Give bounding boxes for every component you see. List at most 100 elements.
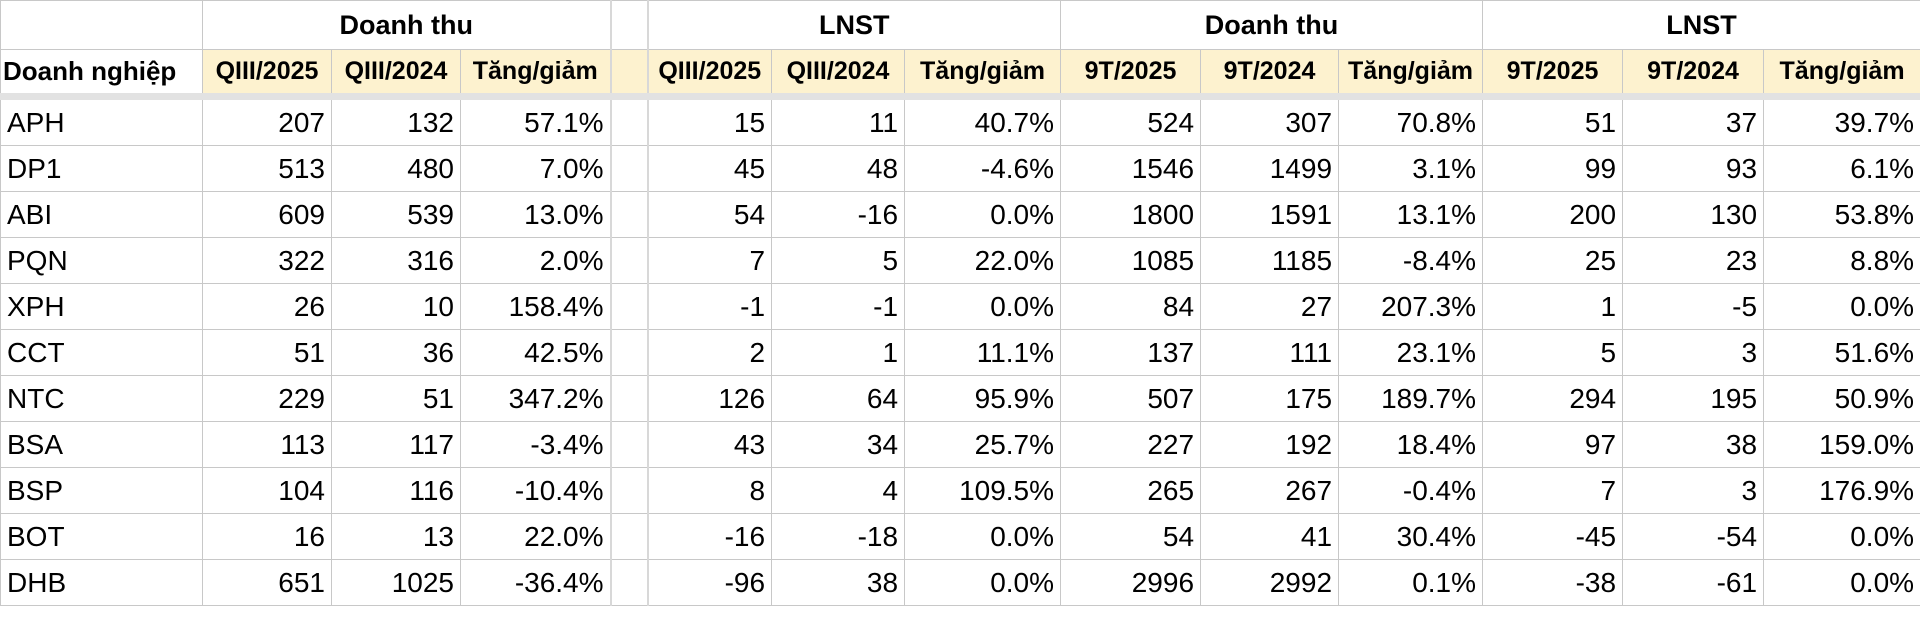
value-cell: 38 — [771, 559, 906, 606]
group-header: Doanh thu — [1060, 0, 1484, 50]
company-cell: XPH — [0, 283, 203, 330]
value-cell: -8.4% — [1338, 237, 1484, 284]
value-cell: 57.1% — [459, 93, 612, 146]
value-cell: 93 — [1622, 145, 1765, 192]
value-cell: 0.0% — [904, 191, 1062, 238]
gap-cell — [609, 191, 649, 238]
gap-cell — [609, 283, 649, 330]
gap-cell — [609, 329, 649, 376]
company-cell: APH — [0, 93, 203, 146]
value-cell: 99 — [1482, 145, 1624, 192]
value-cell: 8.8% — [1763, 237, 1920, 284]
value-cell: 84 — [1060, 283, 1202, 330]
value-cell: 159.0% — [1763, 421, 1920, 468]
value-cell: 2.0% — [459, 237, 612, 284]
value-cell: 10 — [331, 283, 461, 330]
gap-cell — [609, 145, 649, 192]
value-cell: 5 — [771, 237, 906, 284]
value-cell: -38 — [1482, 559, 1624, 606]
company-cell: DHB — [0, 559, 203, 606]
value-cell: 48 — [771, 145, 906, 192]
company-cell: BSP — [0, 467, 203, 514]
column-header: 9T/2024 — [1622, 49, 1765, 97]
value-cell: 37 — [1622, 93, 1765, 146]
value-cell: 1800 — [1060, 191, 1202, 238]
group-header-row: Doanh thu LNST Doanh thu LNST — [0, 0, 1920, 50]
value-cell: 1185 — [1200, 237, 1340, 284]
value-cell: 104 — [202, 467, 332, 514]
gap-cell — [609, 93, 649, 146]
value-cell: 16 — [202, 513, 332, 560]
gap-cell — [609, 375, 649, 422]
value-cell: 2 — [647, 329, 773, 376]
value-cell: 8 — [647, 467, 773, 514]
value-cell: 0.0% — [1763, 513, 1920, 560]
value-cell: 229 — [202, 375, 332, 422]
value-cell: 0.0% — [1763, 559, 1920, 606]
value-cell: 347.2% — [459, 375, 612, 422]
value-cell: 1 — [771, 329, 906, 376]
value-cell: 51 — [1482, 93, 1624, 146]
data-row: PQN 322 316 2.0% 7 5 22.0% 1085 1185 -8.4% 25 23 8.8… — [0, 237, 1920, 284]
data-row: BOT 16 13 22.0% -16 -18 0.0% 54 41 30.4% -45 -54 0.0… — [0, 513, 1920, 560]
value-cell: 7 — [647, 237, 773, 284]
value-cell: 0.0% — [904, 559, 1062, 606]
value-cell: 3.1% — [1338, 145, 1484, 192]
value-cell: 227 — [1060, 421, 1202, 468]
gap-cell — [609, 49, 649, 97]
column-header: QIII/2025 — [647, 49, 773, 97]
value-cell: 539 — [331, 191, 461, 238]
column-header: 9T/2025 — [1060, 49, 1202, 97]
column-header: QIII/2025 — [202, 49, 332, 97]
value-cell: 42.5% — [459, 329, 612, 376]
column-header: Tăng/giảm — [1763, 49, 1920, 97]
value-cell: 27 — [1200, 283, 1340, 330]
value-cell: 51.6% — [1763, 329, 1920, 376]
value-cell: -61 — [1622, 559, 1765, 606]
value-cell: 192 — [1200, 421, 1340, 468]
value-cell: 38 — [1622, 421, 1765, 468]
company-cell: ABI — [0, 191, 203, 238]
value-cell: -1 — [647, 283, 773, 330]
value-cell: 39.7% — [1763, 93, 1920, 146]
value-cell: 51 — [331, 375, 461, 422]
value-cell: 109.5% — [904, 467, 1062, 514]
value-cell: 25 — [1482, 237, 1624, 284]
value-cell: 175 — [1200, 375, 1340, 422]
value-cell: 513 — [202, 145, 332, 192]
column-header: Tăng/giảm — [904, 49, 1062, 97]
value-cell: 2992 — [1200, 559, 1340, 606]
value-cell: 2996 — [1060, 559, 1202, 606]
value-cell: 51 — [202, 329, 332, 376]
value-cell: 54 — [647, 191, 773, 238]
value-cell: 22.0% — [459, 513, 612, 560]
value-cell: -16 — [771, 191, 906, 238]
value-cell: 54 — [1060, 513, 1202, 560]
data-row: DP1 513 480 7.0% 45 48 -4.6% 1546 1499 3.1% 99 93 6.… — [0, 145, 1920, 192]
company-cell: BOT — [0, 513, 203, 560]
data-row: ABI 609 539 13.0% 54 -16 0.0% 1800 1591 13.1% 200 1… — [0, 191, 1920, 238]
value-cell: 1546 — [1060, 145, 1202, 192]
column-header: Tăng/giảm — [459, 49, 612, 97]
value-cell: 30.4% — [1338, 513, 1484, 560]
value-cell: 43 — [647, 421, 773, 468]
value-cell: 322 — [202, 237, 332, 284]
value-cell: 111 — [1200, 329, 1340, 376]
value-cell: 23.1% — [1338, 329, 1484, 376]
value-cell: 0.0% — [904, 513, 1062, 560]
value-cell: 11.1% — [904, 329, 1062, 376]
company-cell: CCT — [0, 329, 203, 376]
column-header: Doanh nghiệp — [0, 49, 203, 97]
value-cell: 126 — [647, 375, 773, 422]
value-cell: 45 — [647, 145, 773, 192]
value-cell: 609 — [202, 191, 332, 238]
gap-cell — [609, 0, 649, 50]
value-cell: 95.9% — [904, 375, 1062, 422]
value-cell: 524 — [1060, 93, 1202, 146]
data-row: CCT 51 36 42.5% 2 1 11.1% 137 111 23.1% 5 3 51.6% — [0, 329, 1920, 376]
value-cell: 64 — [771, 375, 906, 422]
value-cell: 316 — [331, 237, 461, 284]
data-row: NTC 229 51 347.2% 126 64 95.9% 507 175 189.7% 294 1… — [0, 375, 1920, 422]
value-cell: 0.0% — [1763, 283, 1920, 330]
